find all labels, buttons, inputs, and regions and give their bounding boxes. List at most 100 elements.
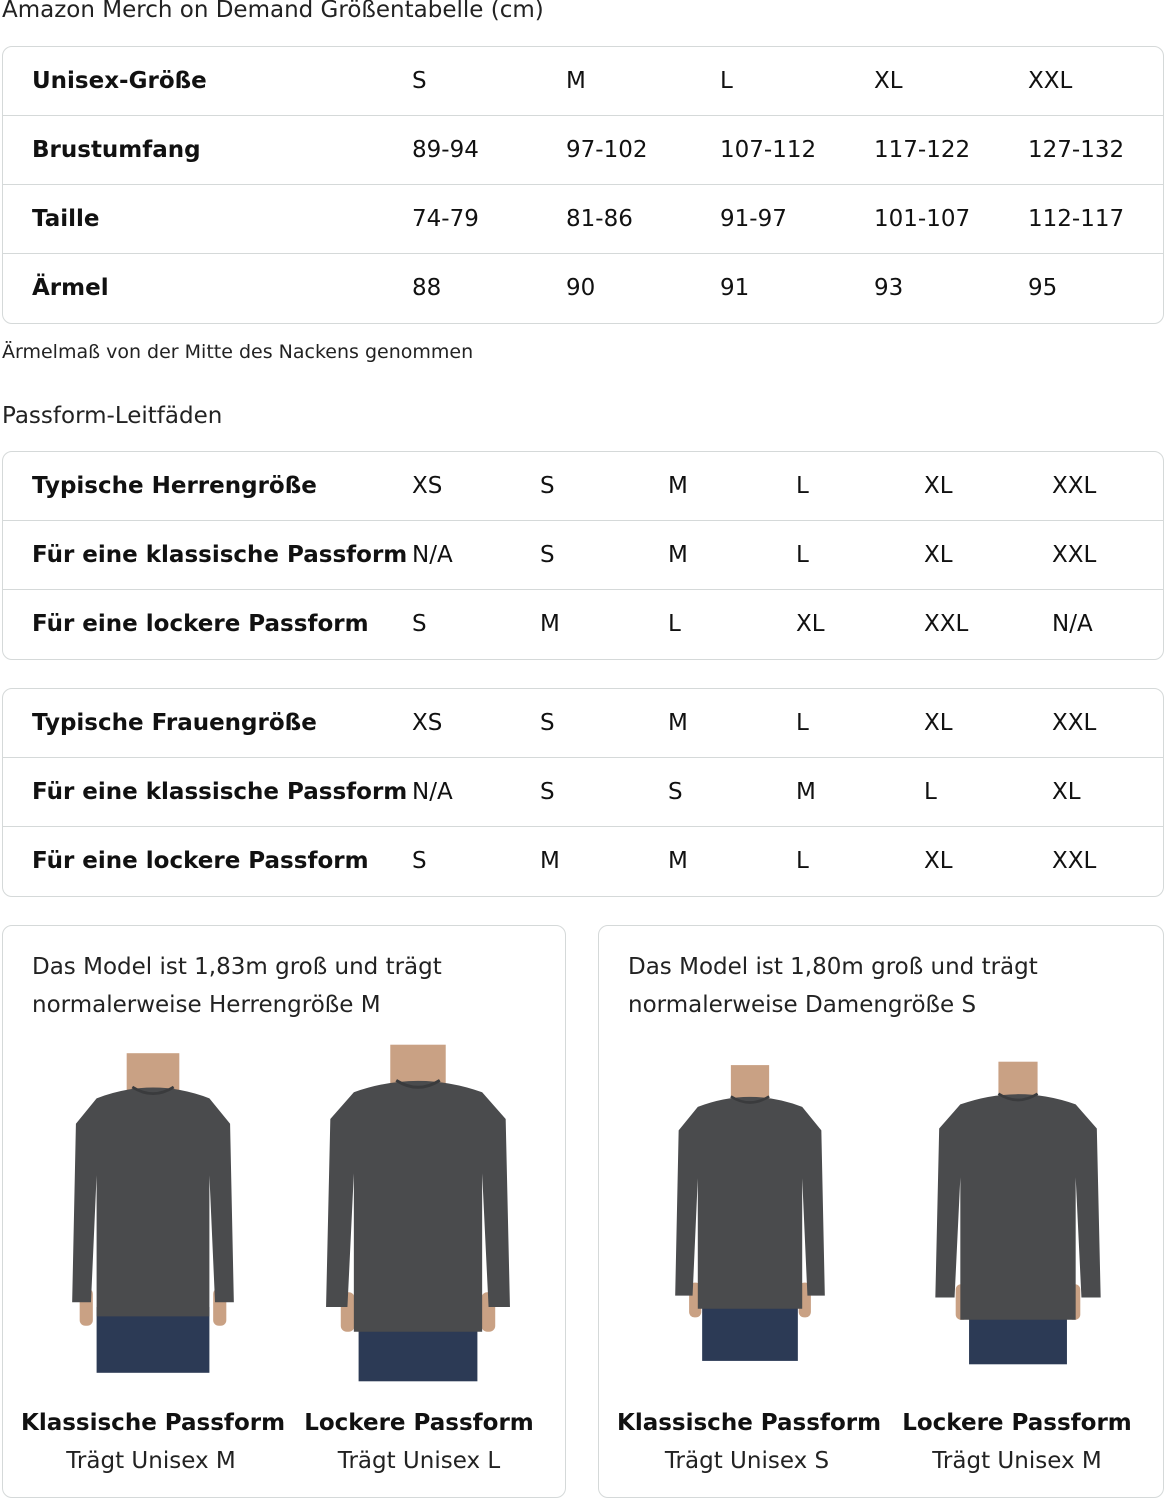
table-row: Unisex-Größe S M L XL XXL (3, 47, 1163, 116)
table-cell: XL (924, 848, 953, 874)
table-cell: XS (412, 473, 443, 499)
table-row: Typische Frauengröße XS S M L XL XXL (3, 689, 1163, 758)
shirt (326, 1080, 510, 1332)
neck (730, 1065, 770, 1100)
model-text-line: normalerweise Herrengröße M (32, 992, 381, 1018)
table-cell: 107-112 (720, 137, 817, 163)
photo-caption: Lockere Passform Trägt Unisex M (887, 1404, 1147, 1480)
table-cell: S (412, 848, 427, 874)
table-cell: XS (412, 710, 443, 736)
table-cell: XXL (1052, 542, 1097, 568)
row-label: Ärmel (32, 275, 109, 301)
table-cell: L (924, 779, 937, 805)
table-cell: M (540, 848, 560, 874)
model-photo-classic (663, 1043, 837, 1387)
table-cell: XL (1052, 779, 1081, 805)
table-cell: S (668, 779, 683, 805)
table-cell: M (540, 611, 560, 637)
model-photo-loose (929, 1043, 1107, 1387)
row-label: Für eine klassische Passform (32, 779, 408, 805)
neck (998, 1061, 1038, 1098)
women-fit-table: Typische Frauengröße XS S M L XL XXL Für eine k… (2, 688, 1164, 897)
neck (126, 1053, 180, 1091)
table-cell: L (796, 848, 809, 874)
size-worn: Trägt Unisex S (664, 1448, 830, 1474)
fit-guide-heading: Passform-Leitfäden (2, 403, 223, 429)
row-label: Typische Herrengröße (32, 473, 317, 499)
shirt (675, 1096, 825, 1309)
row-label: Für eine lockere Passform (32, 611, 369, 637)
sleeve-note: Ärmelmaß von der Mitte des Nackens genom… (2, 341, 474, 363)
row-label: Für eine klassische Passform (32, 542, 408, 568)
table-cell: 97-102 (566, 137, 648, 163)
table-cell: M (668, 473, 688, 499)
shirt (72, 1087, 234, 1317)
table-cell: 93 (874, 275, 904, 301)
neck (390, 1044, 446, 1085)
women-model-card: Das Model ist 1,80m groß und trägt normal… (598, 925, 1164, 1498)
row-label: Taille (32, 206, 100, 232)
jeans (96, 1307, 210, 1373)
fit-label: Klassische Passform (21, 1410, 286, 1436)
photo-caption: Lockere Passform Trägt Unisex L (289, 1404, 549, 1480)
table-cell: N/A (1052, 611, 1093, 637)
table-cell: 81-86 (566, 206, 633, 232)
table-cell: XXL (1028, 68, 1073, 94)
table-cell: 91 (720, 275, 750, 301)
table-cell: M (668, 542, 688, 568)
table-cell: XXL (1052, 710, 1097, 736)
table-cell: N/A (412, 542, 453, 568)
size-worn: Trägt Unisex M (66, 1448, 236, 1474)
fit-label: Lockere Passform (902, 1410, 1132, 1436)
model-text-line: Das Model ist 1,80m groß und trägt (628, 954, 1038, 980)
table-cell: L (720, 68, 733, 94)
model-text-line: Das Model ist 1,83m groß und trägt (32, 954, 442, 980)
table-row: Taille 74-79 81-86 91-97 101-107 112-117 (3, 185, 1163, 254)
row-label: Brustumfang (32, 137, 201, 163)
table-cell: 101-107 (874, 206, 971, 232)
table-row: Für eine lockere Passform S M M L XL XXL (3, 827, 1163, 896)
table-cell: 89-94 (412, 137, 479, 163)
table-cell: 95 (1028, 275, 1058, 301)
table-cell: S (540, 473, 555, 499)
table-cell: L (668, 611, 681, 637)
size-worn: Trägt Unisex L (337, 1448, 501, 1474)
unisex-size-table: Unisex-Größe S M L XL XXL Brustumfang 89-94 97-1… (2, 46, 1164, 324)
row-label: Für eine lockere Passform (32, 848, 369, 874)
table-cell: 88 (412, 275, 442, 301)
model-photo-loose (319, 1043, 517, 1387)
model-photo (326, 1044, 510, 1382)
table-cell: L (796, 710, 809, 736)
table-cell: XL (796, 611, 825, 637)
table-cell: S (540, 710, 555, 736)
table-cell: M (796, 779, 816, 805)
photo-caption: Klassische Passform Trägt Unisex M (21, 1404, 286, 1480)
men-model-card: Das Model ist 1,83m groß und trägt normal… (2, 925, 566, 1498)
table-cell: XXL (1052, 473, 1097, 499)
model-description: Das Model ist 1,83m groß und trägt normal… (32, 948, 442, 1024)
table-cell: XL (924, 710, 953, 736)
table-cell: XXL (924, 611, 969, 637)
table-cell: 112-117 (1028, 206, 1125, 232)
table-cell: M (668, 848, 688, 874)
table-cell: 127-132 (1028, 137, 1125, 163)
size-worn: Trägt Unisex M (932, 1448, 1102, 1474)
table-row: Für eine lockere Passform S M L XL XXL N/A (3, 590, 1163, 659)
men-fit-table: Typische Herrengröße XS S M L XL XXL Für eine k… (2, 451, 1164, 660)
table-row: Brustumfang 89-94 97-102 107-112 117-122 127-… (3, 116, 1163, 185)
table-cell: 74-79 (412, 206, 479, 232)
table-cell: XXL (1052, 848, 1097, 874)
table-cell: M (566, 68, 586, 94)
table-cell: L (796, 542, 809, 568)
fit-label: Lockere Passform (304, 1410, 534, 1436)
table-cell: S (540, 779, 555, 805)
table-row: Ärmel 88 90 91 93 95 (3, 254, 1163, 323)
table-cell: XL (924, 473, 953, 499)
table-cell: S (540, 542, 555, 568)
table-row: Für eine klassische Passform N/A S S M L XL (3, 758, 1163, 827)
model-photo (935, 1061, 1101, 1365)
table-cell: S (412, 68, 427, 94)
table-cell: S (412, 611, 427, 637)
table-cell: 117-122 (874, 137, 971, 163)
row-label: Typische Frauengröße (32, 710, 317, 736)
